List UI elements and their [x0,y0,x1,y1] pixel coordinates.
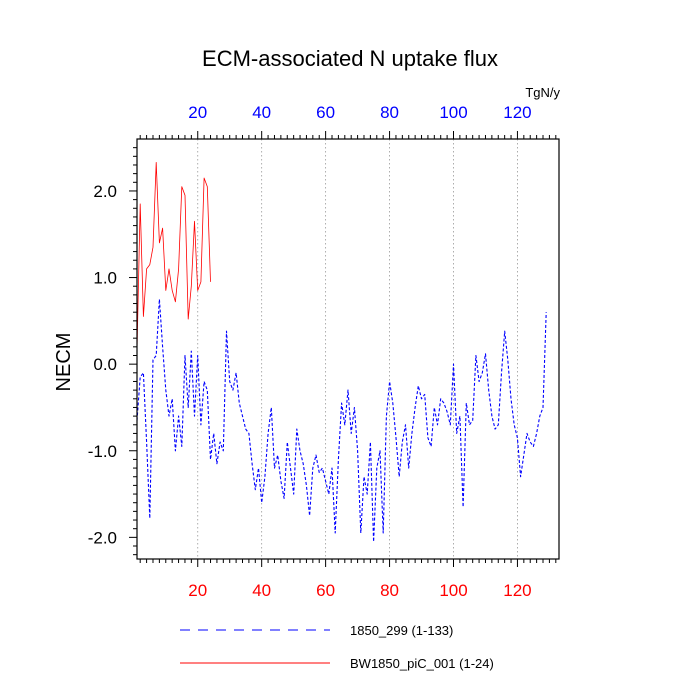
x-tick-label-top: 40 [252,103,271,122]
x-tick-label-top: 60 [316,103,335,122]
axes: 20 20 40 40 60 60 80 80 100 100 120 120 -2.0 -1.0 0.0 1… [88,103,560,600]
x-tick-label-bottom: 120 [503,581,531,600]
gridlines [197,139,518,559]
y-tick-label: 1.0 [93,269,117,288]
y-tick-label: 0.0 [93,355,117,374]
x-tick-label-bottom: 40 [252,581,271,600]
series-layer [136,161,547,543]
y-axis-label: NECM [53,333,75,392]
chart-title: ECM-associated N uptake flux [202,46,498,71]
plot-frame [136,138,560,560]
x-tick-label-top: 20 [188,103,207,122]
y-tick-label: -1.0 [88,442,117,461]
top-axis-unit-label: TgN/y [525,85,560,100]
series-line-2 [136,161,211,352]
x-tick-label-top: 120 [503,103,531,122]
x-tick-label-bottom: 100 [439,581,467,600]
legend-label-2: BW1850_piC_001 (1-24) [350,656,494,671]
x-tick-label-bottom: 60 [316,581,335,600]
x-tick-label-top: 100 [439,103,467,122]
legend-label-1: 1850_299 (1-133) [350,623,453,638]
y-tick-label: 2.0 [93,182,117,201]
series-line-1 [136,298,547,543]
x-tick-label-bottom: 80 [380,581,399,600]
x-tick-label-top: 80 [380,103,399,122]
x-tick-label-bottom: 20 [188,581,207,600]
y-tick-label: -2.0 [88,528,117,547]
legend: 1850_299 (1-133) BW1850_piC_001 (1-24) [180,623,494,671]
